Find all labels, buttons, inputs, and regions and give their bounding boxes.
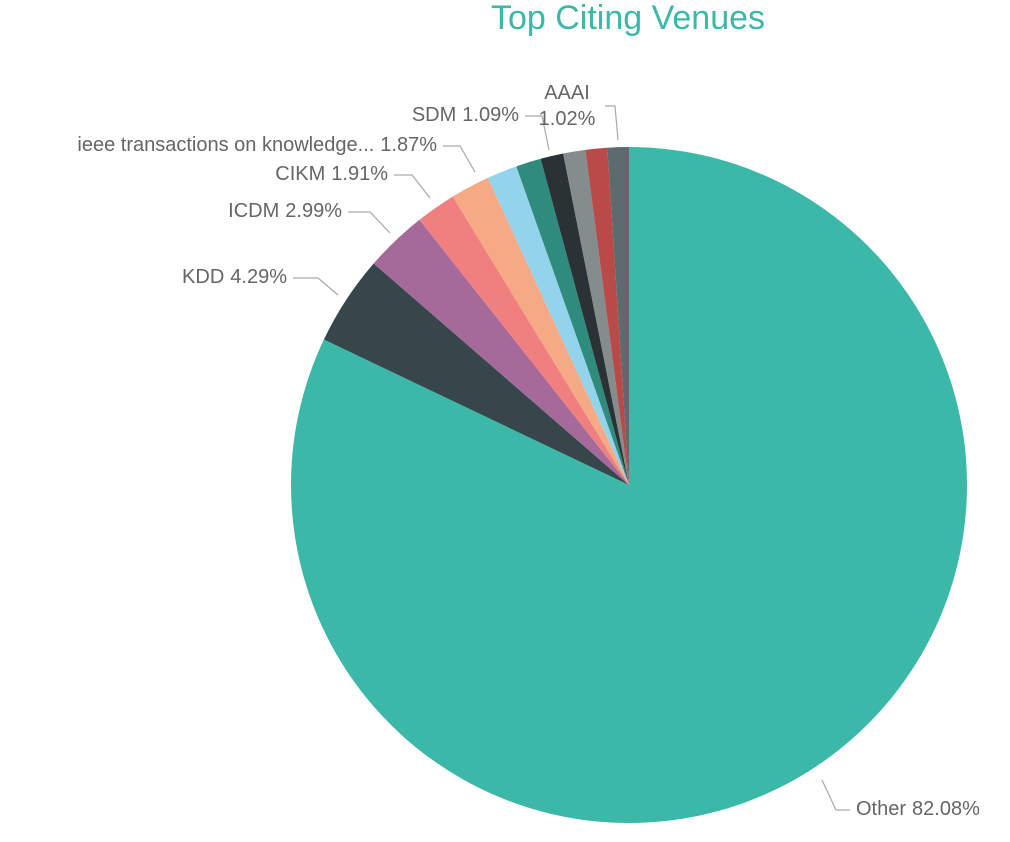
leader-line: [348, 211, 391, 234]
pie-slice: [607, 147, 629, 485]
label-value: 4.29%: [230, 266, 287, 288]
leader-line: [443, 145, 476, 173]
label-category: KDD: [182, 266, 224, 288]
chart-title: Top Citing Venues: [491, 0, 765, 37]
label-value: 1.02%: [539, 108, 596, 130]
pie-slice: [540, 153, 629, 485]
label-value: 2.99%: [285, 200, 342, 222]
leader-line: [605, 105, 619, 141]
pie-slice: [487, 166, 629, 485]
label-value: 1.09%: [462, 104, 519, 126]
data-label: ieee transactions on knowledge... 1.87%: [77, 134, 437, 156]
label-value: 1.87%: [380, 134, 437, 156]
pie-slice: [373, 219, 629, 486]
label-category: Other: [856, 798, 906, 820]
label-value: 82.08%: [912, 798, 980, 820]
pie-slice: [516, 158, 629, 485]
label-category: AAAI: [544, 82, 590, 104]
leader-line: [293, 277, 339, 296]
label-category: ICDM: [228, 200, 279, 222]
data-label: SDM 1.09%: [412, 104, 519, 126]
leader-line: [394, 174, 431, 199]
pie-slice: [291, 147, 967, 824]
leader-line: [525, 115, 550, 151]
leader-line: [821, 779, 850, 811]
label-value: 1.91%: [331, 163, 388, 185]
pie-slice: [419, 196, 629, 485]
pie-slice: [323, 263, 629, 485]
data-label: CIKM 1.91%: [275, 163, 388, 185]
label-category: CIKM: [275, 163, 325, 185]
data-label: AAAI 1.02%: [539, 82, 596, 130]
pie-slice: [452, 177, 629, 486]
label-category: SDM: [412, 104, 456, 126]
data-label: KDD 4.29%: [182, 266, 287, 288]
data-label: ICDM 2.99%: [228, 200, 342, 222]
data-label: Other 82.08%: [856, 798, 980, 820]
pie-slice: [563, 149, 629, 485]
label-category: ieee transactions on knowledge...: [77, 134, 374, 156]
pie-slice: [585, 147, 629, 485]
